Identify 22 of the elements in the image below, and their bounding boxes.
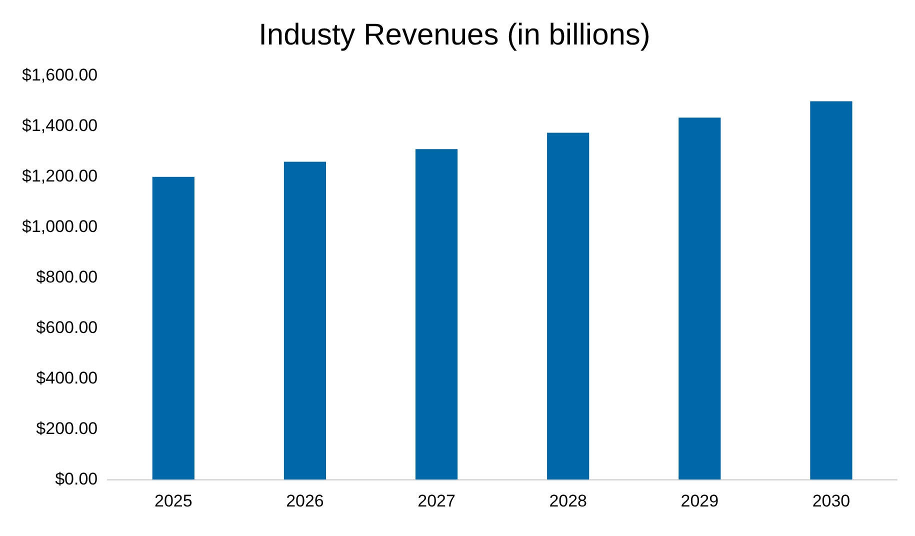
x-tick-label: 2029 [680,491,719,510]
y-tick-label: $1,600.00 [22,66,98,85]
y-tick-label: $1,000.00 [22,217,98,236]
bar [415,149,458,480]
bar [547,132,590,480]
chart-title: Industy Revenues (in billions) [258,18,650,52]
x-tick-label: 2028 [549,491,588,510]
y-tick-label: $800.00 [36,267,98,286]
bar [152,176,194,480]
x-tick-label: 2027 [418,491,456,510]
x-tick-label: 2030 [812,491,850,510]
y-tick-label: $400.00 [36,368,98,388]
y-tick-label: $1,200.00 [22,166,98,186]
y-tick-label: $200.00 [36,418,98,438]
bar [678,118,721,480]
bar [810,101,852,480]
y-tick-label: $1,400.00 [22,116,98,136]
bar [284,162,326,480]
x-tick-label: 2025 [154,491,192,510]
x-tick-label: 2026 [286,491,324,510]
y-tick-label: $0.00 [55,469,98,488]
y-tick-label: $600.00 [36,318,98,337]
